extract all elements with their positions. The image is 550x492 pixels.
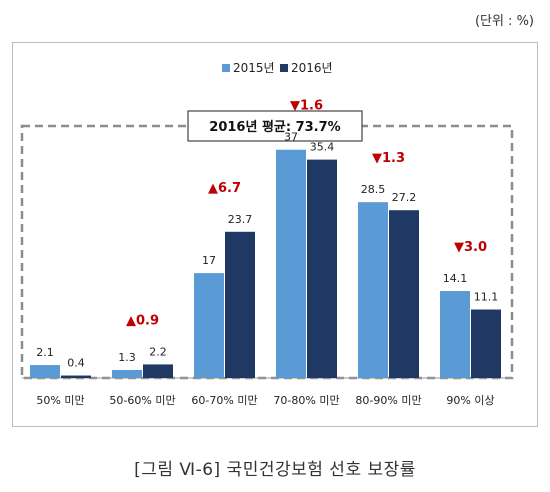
category-label-3: 70-80% 미만	[273, 394, 339, 407]
average-label-box	[187, 110, 363, 142]
change-label-3: ▼1.6	[290, 99, 323, 114]
value-label-2015-1: 1.3	[118, 351, 136, 364]
bar-2016-5	[471, 309, 501, 378]
value-label-2016-4: 27.2	[392, 191, 417, 204]
category-label-5: 90% 이상	[446, 394, 494, 407]
bar-2015-0	[30, 365, 60, 378]
category-label-0: 50% 미만	[36, 394, 84, 407]
bar-2015-5	[440, 291, 470, 378]
change-label-5: ▼3.0	[454, 240, 487, 255]
bar-2016-1	[143, 364, 173, 378]
average-dashed-box	[20, 124, 514, 380]
figure-caption: [그림 Ⅵ-6] 국민건강보험 선호 보장률	[134, 460, 416, 480]
value-label-2016-0: 0.4	[67, 357, 85, 370]
value-label-2015-3: 37	[284, 131, 298, 144]
category-label-1: 50-60% 미만	[109, 394, 175, 407]
value-label-2016-5: 11.1	[474, 291, 499, 304]
value-label-2015-0: 2.1	[36, 346, 54, 359]
change-label-2: ▲6.7	[208, 181, 241, 196]
unit-label: (단위 : %)	[474, 14, 534, 29]
bar-2016-4	[389, 210, 419, 378]
value-label-2015-5: 14.1	[443, 272, 468, 285]
legend-swatch-2016	[280, 64, 288, 72]
bar-2015-2	[194, 273, 224, 378]
bar-2016-0	[61, 375, 91, 378]
value-label-2015-4: 28.5	[361, 183, 386, 196]
category-label-2: 60-70% 미만	[191, 394, 257, 407]
value-label-2016-3: 35.4	[310, 141, 335, 154]
bar-chart: 2015년 2016년 2016년 평균: 73.7% 2.1 0.4 1.3 2.2…	[20, 61, 514, 407]
average-label: 2016년 평균: 73.7%	[209, 119, 340, 135]
change-label-4: ▼1.3	[372, 151, 405, 166]
legend-label-2016: 2016년	[291, 61, 333, 75]
category-label-4: 80-90% 미만	[355, 394, 421, 407]
value-label-2016-1: 2.2	[149, 345, 167, 358]
legend-swatch-2015	[222, 64, 230, 72]
bar-2015-1	[112, 369, 142, 378]
legend-label-2015: 2015년	[233, 61, 275, 75]
bar-2015-4	[358, 202, 388, 378]
bar-2016-2	[225, 231, 255, 378]
value-label-2016-2: 23.7	[228, 213, 253, 226]
value-label-2015-2: 17	[202, 254, 216, 267]
bar-2015-3	[276, 149, 306, 378]
change-label-1: ▲0.9	[126, 313, 159, 328]
bar-2016-3	[307, 159, 337, 378]
